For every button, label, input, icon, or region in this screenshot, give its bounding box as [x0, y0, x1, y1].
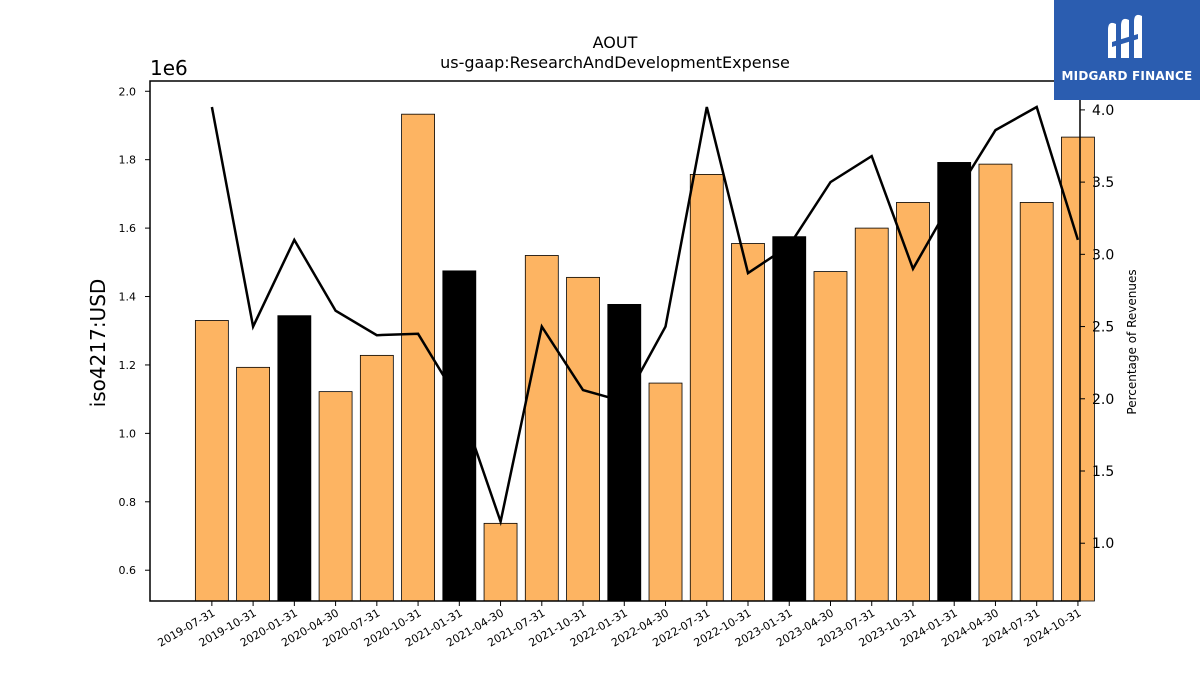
bar — [772, 236, 807, 602]
brand-logo: MIDGARD FINANCE — [1054, 0, 1200, 100]
y-tick-label: 1.0 — [119, 427, 137, 440]
y-axis-label: iso4217:USD — [86, 279, 110, 408]
bar — [813, 271, 848, 602]
bar — [318, 391, 353, 602]
y-tick-label: 0.6 — [119, 564, 137, 577]
line-series — [210, 105, 1080, 527]
y-tick-label: 2.0 — [119, 85, 137, 98]
bar — [896, 202, 930, 602]
bar — [854, 227, 889, 602]
y2-axis-label: Percentage of Revenues — [1125, 269, 1139, 414]
chart-title: AOUT — [593, 33, 638, 52]
y-tick-label: 1.4 — [119, 291, 137, 304]
bar — [236, 366, 271, 602]
bar — [978, 163, 1013, 602]
bar — [1061, 136, 1095, 602]
bar — [194, 320, 229, 602]
chart-subtitle: us-gaap:ResearchAndDevelopmentExpense — [440, 53, 790, 72]
bar — [689, 173, 724, 602]
y2-tick-label: 1.5 — [1092, 464, 1114, 480]
bar-series — [194, 113, 1095, 602]
bar — [648, 382, 683, 602]
bar — [1019, 202, 1054, 602]
y2-tick-label: 3.0 — [1092, 247, 1114, 263]
y-tick-label: 1.8 — [119, 154, 137, 167]
y-tick-label: 0.8 — [119, 496, 137, 509]
bar — [277, 315, 312, 602]
y-axis-ticks: 0.6 0.8 1.0 1.2 1.4 1.6 1.8 2.0 — [119, 85, 150, 577]
bar — [937, 162, 972, 602]
plot-frame — [149, 80, 1081, 602]
y2-tick-label: 2.5 — [1092, 320, 1114, 336]
bar — [483, 522, 518, 602]
bar — [401, 113, 435, 602]
bar — [607, 303, 642, 602]
y-axis-offset: 1e6 — [150, 56, 188, 80]
logo-text: MIDGARD FINANCE — [1061, 69, 1193, 83]
x-axis-ticks: 2019-07-312019-10-312020-01-312020-04-30… — [155, 601, 1083, 650]
logo-mark-icon — [1108, 14, 1142, 58]
y2-tick-label: 3.5 — [1092, 175, 1114, 191]
y2-tick-label: 4.0 — [1092, 103, 1114, 119]
y2-tick-label: 2.0 — [1092, 392, 1114, 408]
percentage-line — [210, 105, 1080, 527]
y-tick-label: 1.2 — [119, 359, 137, 372]
bar — [524, 255, 559, 602]
y2-tick-label: 1.0 — [1092, 536, 1114, 552]
y2-axis-ticks: 1.0 1.5 2.0 2.5 3.0 3.5 4.0 — [1080, 103, 1114, 552]
bar — [731, 243, 765, 602]
bar — [359, 354, 394, 602]
bar — [566, 276, 600, 602]
y-tick-label: 1.6 — [119, 222, 137, 235]
